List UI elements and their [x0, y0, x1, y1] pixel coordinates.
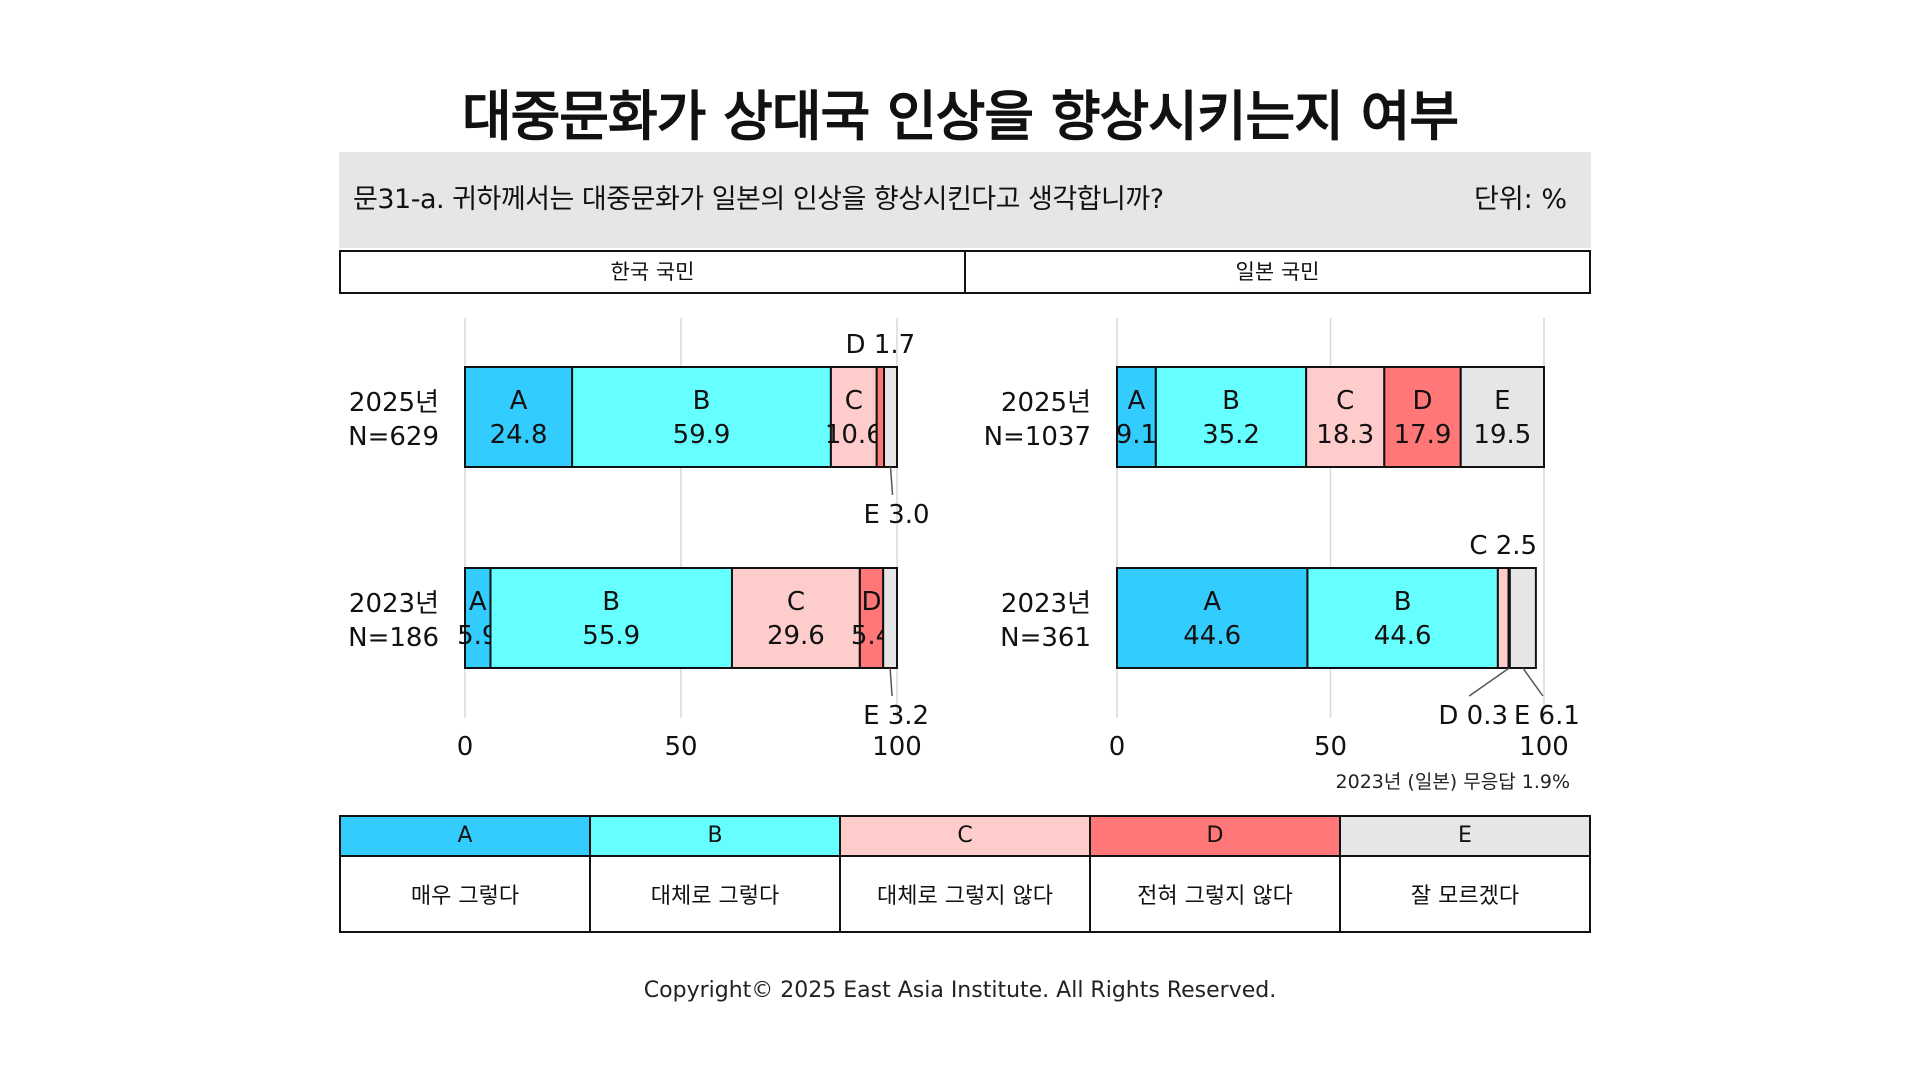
bar-segment-b	[571, 366, 832, 468]
leader-line	[1522, 667, 1544, 697]
bar-segment-d	[1383, 366, 1462, 468]
group-japan: 일본 국민	[964, 252, 1589, 292]
bar-segment-a	[464, 366, 574, 468]
row-n-label: N=1037	[984, 422, 1091, 452]
data-label: 44.6	[1183, 621, 1241, 651]
segment-key-label: A	[1203, 587, 1221, 617]
x-tick-label: 50	[1314, 732, 1347, 762]
question-text: 문31-a. 귀하께서는 대중문화가 일본의 인상을 향상시킨다고 생각합니까?	[353, 184, 1164, 215]
segment-key-label: E	[1494, 386, 1510, 416]
chart-title: 대중문화가 상대국 인상을 향상시키는지 여부	[461, 85, 1459, 148]
data-label: E 6.1	[1514, 701, 1580, 731]
legend-col-a: A 매우 그렇다	[341, 817, 589, 931]
segment-key-label: C	[1336, 386, 1354, 416]
question-bar: 문31-a. 귀하께서는 대중문화가 일본의 인상을 향상시킨다고 생각합니까?…	[339, 152, 1591, 248]
bar-segment-b	[1154, 366, 1308, 468]
data-label: E 3.0	[863, 500, 929, 530]
segment-key-label: B	[1222, 386, 1240, 416]
legend-key-b: B	[591, 817, 839, 857]
bar-segment-d	[875, 366, 886, 468]
stacked-bar-charts: 0 50 100 2025년 N=629 A 24.8 B 59.9 C 10.6 D 1.7 E 3.…	[348, 318, 1580, 793]
segment-key-label: D	[861, 587, 881, 617]
legend-col-e: E 잘 모르겠다	[1339, 817, 1589, 931]
data-label: 44.6	[1374, 621, 1432, 651]
bar-segment-c	[829, 366, 878, 468]
data-label: D 0.3	[1438, 701, 1508, 731]
data-label: 18.3	[1316, 420, 1374, 450]
legend-label-a: 매우 그렇다	[410, 884, 520, 909]
segment-key-label: A	[510, 386, 528, 416]
bar-segment-b	[1306, 567, 1499, 669]
legend-col-c: C 대체로 그렇지 않다	[839, 817, 1089, 931]
row-n-label: N=629	[348, 422, 439, 452]
bar-segment-b	[489, 567, 733, 669]
x-tick-label: 0	[1109, 732, 1126, 762]
bar-segment-c	[730, 567, 861, 669]
legend-col-d: D 전혀 그렇지 않다	[1089, 817, 1339, 931]
data-label: C 2.5	[1469, 531, 1537, 561]
data-label: D 1.7	[846, 330, 916, 360]
row-year-label: 2025년	[1001, 388, 1091, 418]
legend-label-d: 전혀 그렇지 않다	[1137, 884, 1293, 909]
segment-key-label: B	[693, 386, 711, 416]
bar-segment-e	[1508, 567, 1537, 669]
legend-key-d: D	[1091, 817, 1339, 857]
segment-key-label: A	[469, 587, 487, 617]
data-label: 10.6	[825, 420, 883, 450]
leader-line	[889, 466, 894, 496]
row-year-label: 2023년	[1001, 589, 1091, 619]
leader-line	[889, 667, 893, 697]
legend-col-b: B 대체로 그렇다	[589, 817, 839, 931]
unit-label: 단위: %	[1473, 184, 1567, 215]
legend-key-e: E	[1341, 817, 1589, 857]
bar-segment-e	[1459, 366, 1545, 468]
data-label: 59.9	[673, 420, 731, 450]
data-label: 29.6	[767, 621, 825, 651]
data-label: 19.5	[1473, 420, 1531, 450]
footnote: 2023년 (일본) 무응답 1.9%	[1336, 771, 1570, 793]
row-n-label: N=361	[1000, 623, 1091, 653]
bar-segment-d	[858, 567, 885, 669]
row-year-label: 2025년	[349, 388, 439, 418]
bar-segment-a	[1116, 366, 1157, 468]
group-header: 한국 국민 일본 국민	[339, 250, 1591, 294]
data-label: 55.9	[582, 621, 640, 651]
x-tick-label: 100	[872, 732, 922, 762]
legend-label-e: 잘 모르겠다	[1410, 884, 1520, 909]
data-label: 24.8	[490, 420, 548, 450]
group-korea: 한국 국민	[610, 260, 695, 284]
data-label: 35.2	[1202, 420, 1260, 450]
bar-segment-a	[1116, 567, 1309, 669]
row-year-label: 2023년	[349, 589, 439, 619]
segment-key-label: B	[1394, 587, 1412, 617]
x-tick-label: 100	[1519, 732, 1569, 762]
data-label: 17.9	[1394, 420, 1452, 450]
legend-key-c: C	[841, 817, 1089, 857]
legend-table: A 매우 그렇다 B 대체로 그렇다 C 대체로 그렇지 않다 D 전혀 그렇지…	[339, 815, 1591, 933]
bar-segment-e	[882, 567, 899, 669]
segment-key-label: A	[1128, 386, 1146, 416]
x-tick-label: 0	[457, 732, 474, 762]
row-n-label: N=186	[348, 623, 439, 653]
bar-segment-a	[464, 567, 492, 669]
bar-segment-e	[883, 366, 898, 468]
data-label: E 3.2	[863, 701, 929, 731]
legend-key-a: A	[341, 817, 589, 857]
copyright: Copyright© 2025 East Asia Institute. All…	[643, 978, 1277, 1003]
bar-segment-c	[1496, 567, 1510, 669]
data-label: 9.1	[1116, 420, 1157, 450]
segment-key-label: D	[1413, 386, 1433, 416]
legend-label-b: 대체로 그렇다	[650, 884, 780, 909]
segment-key-label: C	[787, 587, 805, 617]
segment-key-label: B	[602, 587, 620, 617]
legend-label-c: 대체로 그렇지 않다	[877, 884, 1053, 909]
segment-key-label: C	[845, 386, 863, 416]
x-tick-label: 50	[664, 732, 697, 762]
bar-segment-c	[1305, 366, 1386, 468]
leader-line	[1468, 667, 1510, 697]
